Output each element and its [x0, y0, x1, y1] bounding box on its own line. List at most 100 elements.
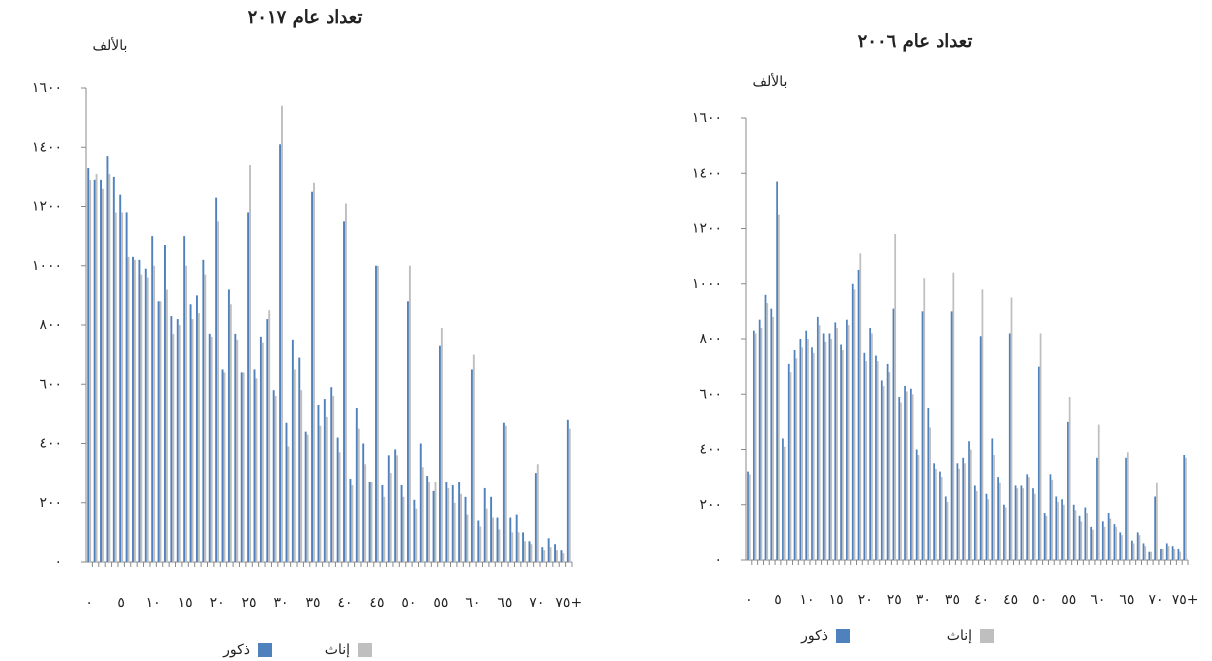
bar — [522, 532, 525, 562]
bar — [1062, 504, 1065, 560]
bar — [344, 203, 347, 562]
chart-title: تعداد عام ٢٠٠٦ — [858, 31, 973, 52]
bar — [261, 342, 264, 562]
bar — [530, 544, 533, 562]
bar — [783, 446, 786, 560]
bar — [1010, 297, 1013, 560]
bar — [560, 550, 563, 562]
bar — [880, 380, 883, 560]
x-tick-label: ٧٠ — [529, 595, 544, 611]
bar — [311, 191, 314, 562]
bar — [950, 311, 953, 560]
bar — [1167, 546, 1170, 560]
bar — [146, 277, 149, 562]
bar — [1179, 551, 1182, 560]
bar — [87, 167, 90, 563]
y-tick-label: ٦٠٠ — [39, 376, 62, 392]
x-tick-label: ٣٥ — [305, 595, 320, 611]
bar — [1160, 548, 1162, 560]
bar — [210, 336, 213, 562]
bar — [853, 289, 856, 560]
bar — [962, 457, 965, 560]
bar — [304, 431, 307, 562]
bar — [419, 443, 422, 562]
bar — [1173, 548, 1176, 560]
bar — [964, 463, 966, 560]
x-tick-label: ٤٠ — [974, 592, 989, 608]
bar — [799, 339, 802, 560]
bar — [905, 391, 908, 560]
bar — [1045, 515, 1048, 560]
bar — [940, 477, 943, 560]
y-tick-label: ١٠٠٠ — [692, 276, 722, 292]
bar — [121, 212, 124, 563]
bar — [1026, 474, 1029, 560]
bar — [1003, 504, 1005, 560]
bar — [1115, 526, 1118, 560]
x-tick-label: ٤٥ — [1003, 592, 1018, 608]
bar — [869, 327, 872, 560]
bar — [479, 526, 482, 562]
bar — [975, 490, 978, 560]
bar — [1008, 333, 1011, 560]
x-tick-label: ٧٥+ — [555, 595, 582, 611]
bar — [1131, 540, 1133, 560]
x-tick-label: ١٥ — [829, 592, 844, 608]
bar — [789, 372, 792, 560]
bar — [1020, 485, 1023, 560]
x-tick-label: ٦٠ — [465, 595, 480, 611]
bar — [1014, 485, 1017, 560]
bar — [917, 455, 920, 560]
bar — [1150, 551, 1152, 560]
bar — [370, 482, 373, 562]
bar — [453, 502, 456, 562]
bar — [1078, 515, 1081, 560]
bar — [338, 452, 341, 562]
bar — [317, 404, 320, 562]
bar — [227, 289, 230, 562]
bar — [888, 372, 891, 560]
bar — [882, 385, 885, 560]
bar — [229, 304, 232, 562]
bar — [752, 330, 755, 560]
bar — [556, 550, 558, 562]
bar — [432, 490, 435, 562]
bar — [1126, 452, 1129, 560]
bar — [285, 422, 288, 562]
bar — [1097, 424, 1100, 560]
bar — [249, 165, 251, 562]
bar — [812, 352, 815, 560]
bar — [114, 212, 117, 563]
bar — [921, 311, 924, 560]
x-tick-label: ٥٠ — [1032, 592, 1047, 608]
x-tick-label: ٦٥ — [1119, 592, 1134, 608]
bar — [515, 514, 518, 562]
bar — [524, 541, 526, 562]
bar — [159, 301, 162, 562]
bar — [407, 301, 409, 562]
x-tick-label: ٣٠ — [916, 592, 931, 608]
bar — [828, 333, 831, 560]
y-tick-label: ١٠٠٠ — [32, 258, 62, 274]
bar — [566, 419, 569, 562]
bar — [351, 484, 354, 562]
bar — [408, 265, 411, 562]
bar — [112, 176, 115, 562]
bar — [1072, 504, 1075, 560]
bar — [1171, 546, 1174, 560]
bar — [956, 463, 959, 560]
bar — [958, 468, 961, 560]
bar — [287, 446, 290, 562]
bar — [1028, 477, 1030, 560]
bar — [492, 517, 494, 562]
bar — [396, 455, 399, 562]
bar — [1033, 493, 1036, 560]
x-tick-label: ٥ — [774, 592, 782, 608]
bar — [272, 390, 275, 562]
bar — [554, 544, 557, 562]
y-tick-label: ١٦٠٠ — [32, 80, 62, 96]
bar — [511, 532, 514, 562]
bar — [1148, 551, 1151, 560]
bar — [760, 327, 763, 560]
bar — [138, 259, 141, 562]
